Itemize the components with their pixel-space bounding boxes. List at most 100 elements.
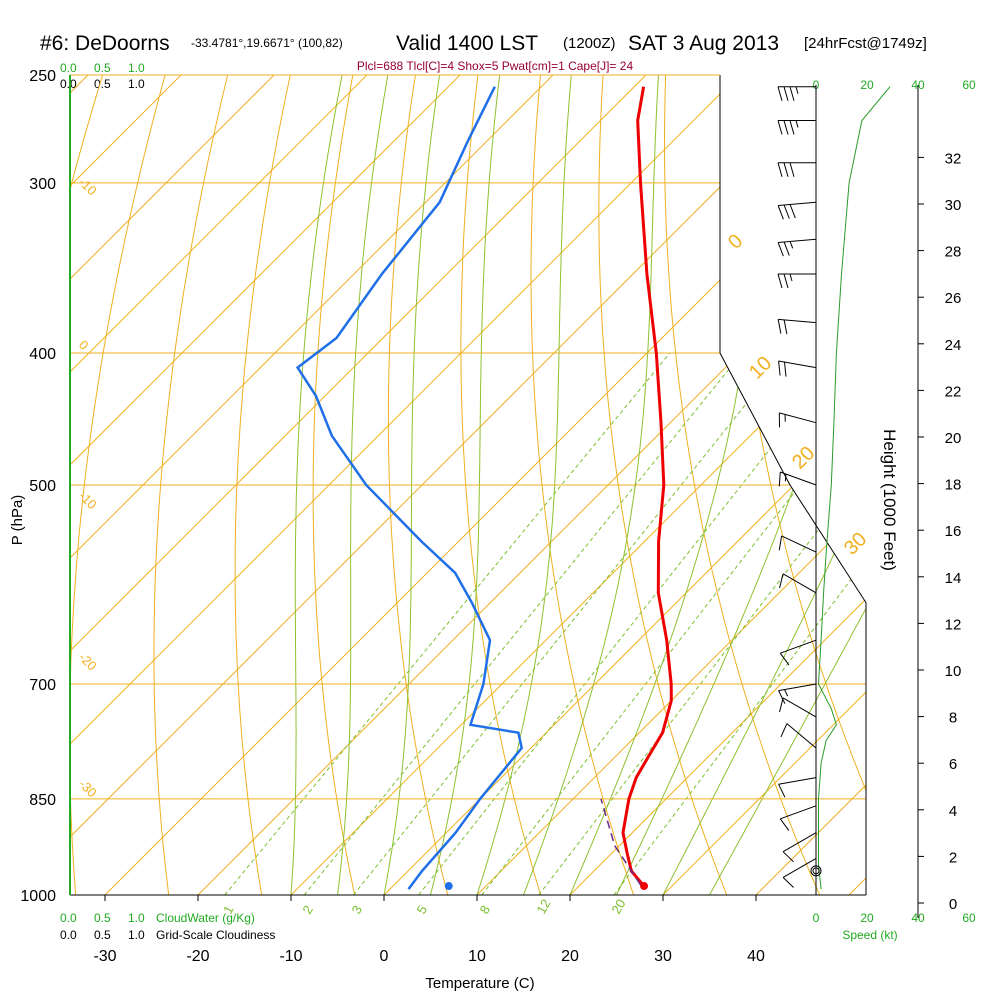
wind-barb-staff [778,238,817,244]
wind-barb-flag [778,783,786,798]
dry-adiabat-line [234,75,291,895]
mixing-ratio-label: 5 [414,903,431,917]
wind-barb-flag [789,162,795,177]
station-coords: -33.4781°,19.6671° (100,82) [191,36,343,50]
wind-barb-flag [783,204,790,219]
frame-right-edge [719,75,867,895]
height-tick-label: 14 [945,570,962,587]
wind-barb-flag [779,652,790,666]
wind-barb [778,471,817,487]
wind-barb-flag [777,205,784,220]
wind-barb-flag [777,319,782,334]
dry-adiabat-line [852,75,866,895]
wind-barb [777,318,817,335]
moist-adiabat-line [523,75,659,895]
wind-barb [777,201,817,220]
mixing-ratio-line [224,352,671,895]
cloud-scale-top: 0.0 0.5 1.0 0.0 0.5 1.0 [60,61,145,91]
wind-barb-staff [780,639,817,654]
cloud-scale-top-tick: 0.0 [60,61,77,75]
wind-barb [777,162,816,177]
height-tick-label: 10 [945,663,962,680]
speed-tick-top: 20 [860,78,874,92]
wind-barb-flag [777,120,783,135]
height-tick-label: 18 [945,477,962,494]
mixing-ratio-label: 12 [533,896,553,916]
height-tick-label: 2 [949,849,957,866]
wind-barb-flag [778,360,781,376]
wind-panel [777,85,891,895]
cloud-scale-top-tick: 0.5 [94,61,111,75]
wind-barb-flag [779,573,784,589]
dry-adiabat-line [978,75,1000,895]
cloudiness-scale-top-tick: 0.0 [60,77,77,91]
pressure-tick-label: 500 [29,478,56,495]
wind-barb-flag [789,120,795,135]
wind-barb-flag [777,273,783,289]
wind-barb [778,535,817,553]
moist-adiabat-line [290,75,343,895]
wind-barb-flag [782,851,794,863]
pressure-tick-label: 300 [29,176,56,193]
moist-adiabat-line [337,75,389,895]
temperature-tick-label: 0 [380,948,389,965]
temperature-tick-label: -30 [93,948,116,965]
wind-barb-flag [778,535,783,551]
mixing-ratio-line [538,352,866,895]
wind-barb-staff [782,697,817,718]
mixing-ratio-line [353,352,788,895]
isotherm-line [662,75,866,895]
wind-barb-staff [778,201,817,207]
dry-adiabat-line [312,75,356,895]
wind-barb-staff [778,360,817,369]
dry-adiabat-line [153,75,229,895]
speed-tick-bottom: 60 [962,911,976,925]
forecast-run: [24hrFcst@1749z] [804,35,927,52]
wind-barb-flag [783,273,789,289]
plot-frame [69,74,867,896]
dry-adiabat-line [70,75,166,895]
x-axis-title: Temperature (C) [425,975,534,992]
wind-barb-flag [777,242,784,257]
isotherm-label-left: -10 [76,174,100,198]
wind-barb-staff [778,318,817,324]
wind-barb-flag [789,273,793,282]
profiles [295,86,673,891]
cloud-scale-bottom-tick: 0.5 [94,911,111,925]
isotherm-line [70,75,275,895]
wind-barb-staff [780,805,817,820]
isotherm-label-left: -20 [76,650,100,674]
wind-barb [779,573,817,594]
wind-barb [778,683,817,704]
wind-barb [777,238,817,257]
isotherm-label-left: -10 [76,488,100,512]
height-tick-label: 22 [945,383,962,400]
forecast-date: SAT 3 Aug 2013 [628,32,779,55]
moist-adiabat-line [476,75,572,895]
cloud-scale-bottom: 0.0 0.5 1.0 CloudWater (g/Kg) 0.0 0.5 1.… [60,911,275,942]
wind-barb [780,723,817,749]
wind-barb-flag [777,86,783,101]
wind-barb-flag [783,362,787,377]
cloud-scale-bottom-tick: 1.0 [128,911,145,925]
surface-dewpoint-point [444,882,453,891]
wind-barb-flag [778,690,786,704]
wind-barb [779,639,817,666]
dewpoint-profile [295,86,524,890]
cloud-scale-top-tick: 1.0 [128,61,145,75]
wind-barb-staff [782,832,817,853]
cloudiness-scale-bottom-tick: 1.0 [128,928,145,942]
wind-barb-flag [789,241,794,249]
isotherm-label-right: 0 [724,230,747,253]
isotherm-label-right: 30 [840,528,871,559]
wind-barb-flag [779,818,790,831]
cloudiness-scale-top-tick: 0.5 [94,77,111,91]
isotherm-label-right: 20 [788,442,819,473]
wind-barb-flag [778,471,781,487]
wind-barb-flag [783,162,789,177]
height-tick-label: 4 [949,803,957,820]
isotherm-label-left: 0 [76,337,92,353]
cloud-scale-bottom-tick: 0.0 [60,911,77,925]
mixing-ratio-label: 3 [348,903,365,917]
